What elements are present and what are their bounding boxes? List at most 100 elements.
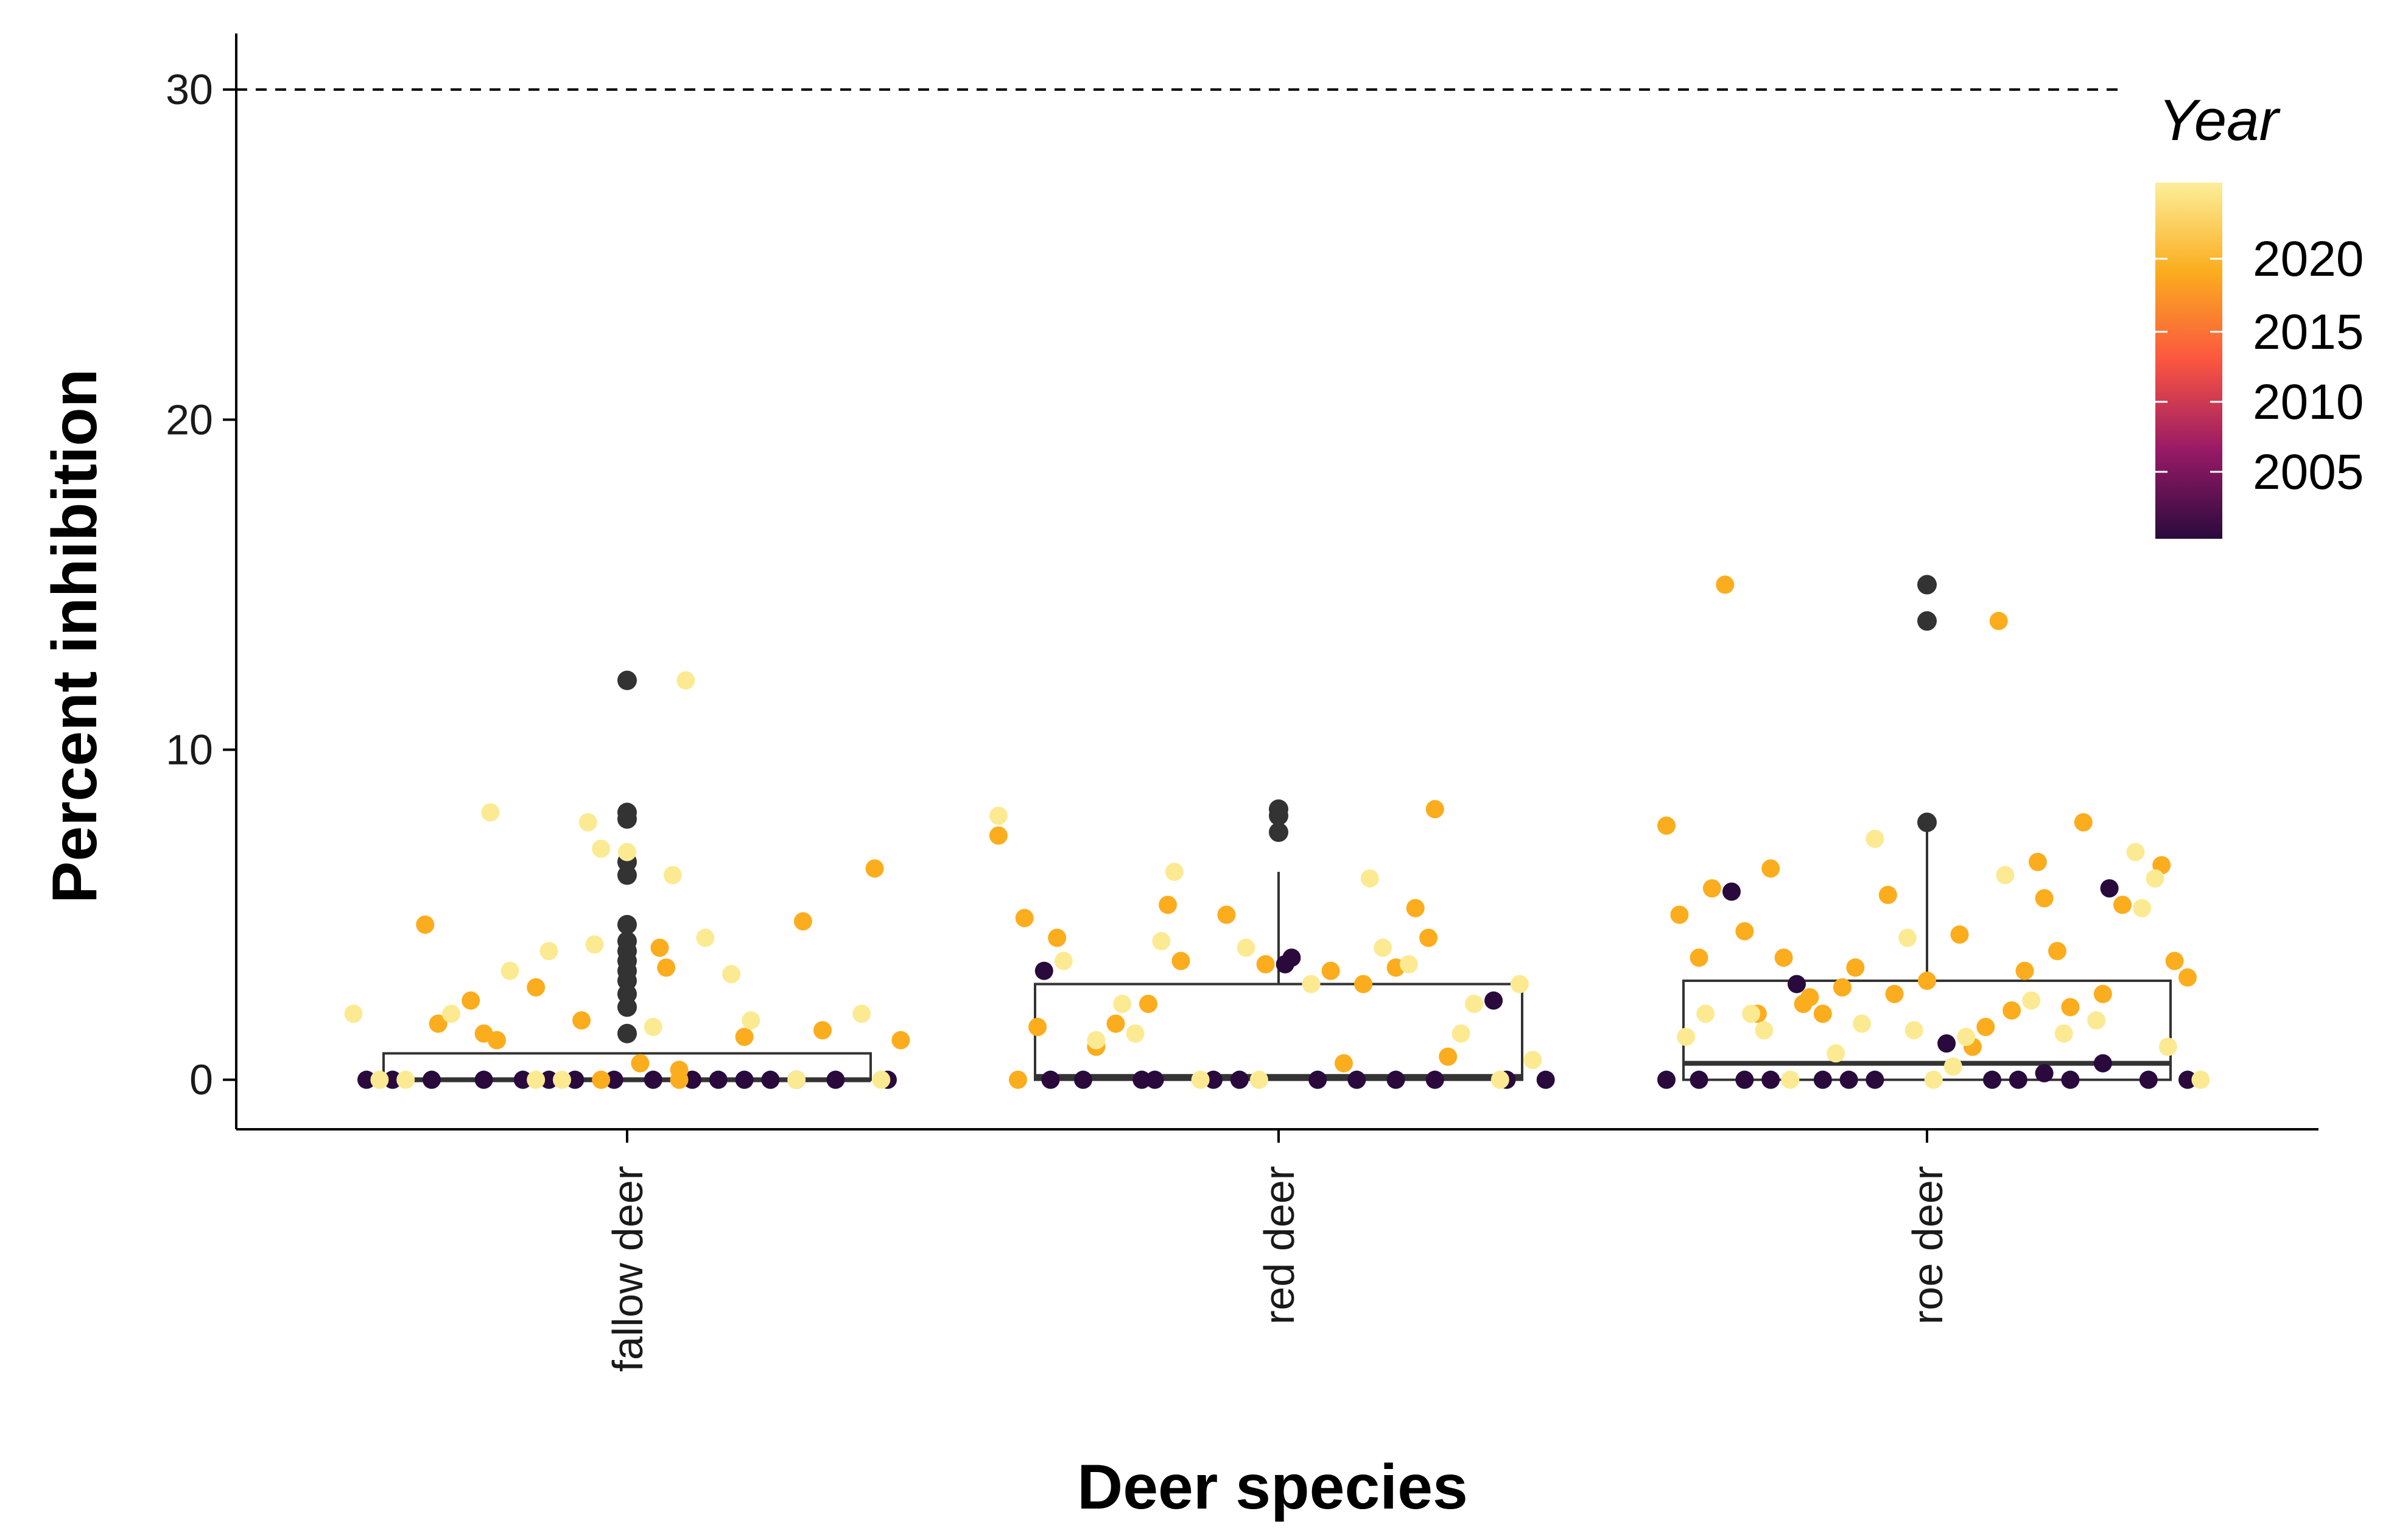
data-point [2035,1064,2054,1082]
box-outlier [617,931,637,951]
data-point [1139,994,1157,1013]
data-point [657,958,676,977]
data-point [1028,1017,1047,1036]
data-point [1217,905,1236,924]
legend: Year 2020 2015 2010 2005 [2155,88,2364,539]
data-point [2093,984,2112,1003]
data-point [1885,984,1904,1003]
data-point [1465,994,1483,1013]
data-point [1761,1070,1780,1089]
data-point [1781,1070,1800,1089]
data-point [1866,1070,1884,1089]
data-point [1722,882,1741,901]
data-point [1425,800,1444,819]
data-point [891,1031,910,1050]
series-2015 [416,575,2197,1089]
data-point [1696,1004,1715,1023]
boxplot [1682,575,2172,1081]
data-point [1439,1047,1458,1066]
data-point [1716,575,1735,594]
data-point [513,1070,532,1089]
data-point [572,1011,591,1030]
data-point [2133,899,2152,917]
data-point [357,1070,376,1089]
data-point [1983,1070,2001,1089]
x-tick-label: red deer [1255,1166,1303,1325]
data-point [1755,1021,1774,1040]
data-point [2113,896,2132,914]
data-point [1419,928,1438,947]
data-point [2087,1011,2106,1030]
data-point [787,1070,806,1089]
data-point [735,1028,754,1046]
data-point [1800,988,1819,1007]
data-point [1657,816,1676,835]
data-point [1996,866,2015,885]
data-point [488,1031,506,1050]
data-point [1761,859,1780,878]
data-point [2048,942,2066,961]
data-point [423,1070,441,1089]
data-point [1048,928,1067,947]
data-point [1282,948,1301,967]
data-point [592,840,611,858]
data-point [1957,1028,1976,1046]
x-tick-label: fallow deer [604,1166,651,1372]
data-point [416,915,435,934]
data-point [793,912,812,931]
data-point [676,671,695,690]
data-point [605,1070,623,1089]
series-2005 [357,879,2197,1089]
data-point [1406,899,1425,917]
data-point [429,1014,448,1033]
data-point [663,866,682,885]
data-point [1846,958,1865,977]
data-point [2178,968,2197,987]
boxplot [1034,799,1523,1081]
data-point [2158,1037,2177,1056]
data-point [1256,955,1275,973]
data-point [1237,938,1255,957]
data-point [1009,1070,1027,1089]
data-point [1878,886,1897,905]
data-point [527,1070,546,1089]
data-point [1989,612,2008,631]
data-point [989,826,1008,845]
legend-labels: 2020 2015 2010 2005 [2155,231,2364,500]
data-point [696,928,715,947]
box-outlier [1269,822,1288,843]
axes [223,33,2318,1143]
box-outlier [1917,575,1937,595]
data-point [1425,1070,1444,1089]
data-point [1302,975,1321,994]
data-point [1690,948,1708,967]
data-point [1536,1070,1555,1089]
data-point [1249,1070,1268,1089]
data-point [709,1070,728,1089]
data-point [578,813,597,832]
data-point [383,1070,402,1089]
boxplot-layer [382,575,2172,1082]
data-point [1400,955,1418,973]
data-point [1950,925,1969,944]
x-axis-title: Deer species [1077,1452,1468,1523]
legend-colorbar [2155,183,2222,539]
data-point [1898,928,1917,947]
data-point [1976,1017,1995,1036]
data-point [1490,1070,1509,1089]
data-point [644,1017,662,1036]
data-point [1106,1014,1125,1033]
data-point [442,1004,461,1023]
data-point [2165,952,2184,970]
data-point [2100,879,2119,898]
data-point [344,1004,363,1023]
data-point [1853,1014,1871,1033]
data-point [631,1054,650,1073]
y-tick-label: 10 [166,726,213,774]
data-point [1937,1034,1956,1053]
data-point [1510,975,1529,994]
data-point [2139,1070,2158,1089]
data-point [1321,961,1340,980]
box-outlier [617,914,637,934]
data-point [481,803,500,822]
